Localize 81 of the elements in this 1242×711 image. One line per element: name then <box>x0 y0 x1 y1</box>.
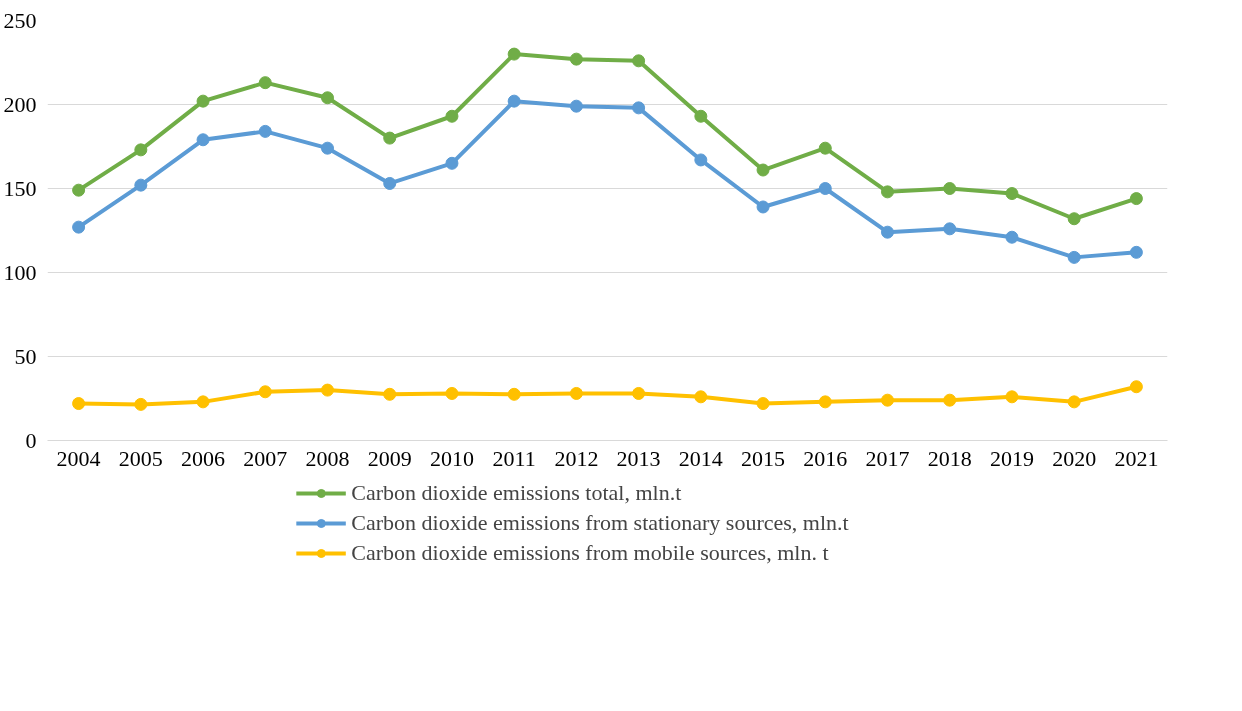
point <box>507 387 521 401</box>
point <box>1129 380 1143 394</box>
point <box>694 390 708 404</box>
point <box>694 153 708 167</box>
x-tick-label: 2019 <box>989 445 1034 471</box>
point <box>383 131 397 145</box>
x-tick-label: 2014 <box>678 445 723 471</box>
point <box>1005 390 1019 404</box>
point <box>196 395 210 409</box>
point <box>756 397 770 411</box>
y-tick-label: 200 <box>3 91 37 117</box>
x-tick-label: 2004 <box>56 445 101 471</box>
point <box>1067 212 1081 226</box>
point <box>383 387 397 401</box>
x-tick-label: 2009 <box>367 445 412 471</box>
x-tick-label: 2010 <box>429 445 474 471</box>
point <box>507 47 521 61</box>
point <box>1005 187 1019 201</box>
x-tick-label: 2013 <box>616 445 661 471</box>
point <box>72 220 86 234</box>
point <box>756 200 770 214</box>
x-tick-label: 2012 <box>554 445 599 471</box>
point <box>258 76 272 90</box>
point <box>134 397 148 411</box>
y-tick-label: 50 <box>14 343 37 369</box>
point <box>632 386 646 400</box>
point <box>1129 192 1143 206</box>
point <box>196 133 210 147</box>
point <box>383 176 397 190</box>
point <box>321 141 334 155</box>
point <box>881 185 894 199</box>
point <box>321 91 334 105</box>
point <box>1067 250 1081 264</box>
legend-label: Carbon dioxide emissions from mobile sources, mln. t <box>351 540 829 566</box>
point <box>569 99 583 113</box>
point <box>1005 230 1019 244</box>
point <box>881 225 894 239</box>
point <box>632 54 646 68</box>
point <box>445 156 459 170</box>
x-tick-label: 2015 <box>741 445 786 471</box>
x-tick-label: 2018 <box>927 445 972 471</box>
point <box>258 385 272 399</box>
x-tick-label: 2020 <box>1052 445 1097 471</box>
y-tick-label: 100 <box>3 259 37 285</box>
point <box>445 386 459 400</box>
point <box>756 163 770 177</box>
point <box>943 222 957 236</box>
x-tick-label: 2006 <box>181 445 226 471</box>
point <box>507 94 521 108</box>
y-tick-label: 0 <box>25 427 37 453</box>
point <box>694 109 708 123</box>
point <box>72 183 86 197</box>
point <box>1129 245 1143 259</box>
point <box>321 383 334 397</box>
point <box>881 393 894 407</box>
y-tick-label: 250 <box>3 7 37 33</box>
x-tick-label: 2005 <box>118 445 163 471</box>
x-tick-label: 2011 <box>492 445 536 471</box>
x-tick-label: 2021 <box>1114 445 1159 471</box>
point <box>258 124 272 138</box>
x-tick-label: 2017 <box>865 445 910 471</box>
point <box>818 141 832 155</box>
point <box>632 101 646 115</box>
point <box>569 386 583 400</box>
point <box>72 397 86 411</box>
point <box>445 109 459 123</box>
x-tick-label: 2008 <box>305 445 350 471</box>
y-tick-label: 150 <box>3 175 37 201</box>
point <box>818 395 832 409</box>
point <box>134 178 148 192</box>
legend-label: Carbon dioxide emissions from stationary sources, mln.t <box>351 510 849 536</box>
point <box>1067 395 1081 409</box>
point <box>569 52 583 66</box>
point <box>943 393 957 407</box>
legend-label: Carbon dioxide emissions total, mln.t <box>351 480 682 506</box>
point <box>943 182 957 195</box>
x-tick-label: 2016 <box>803 445 848 471</box>
point <box>134 143 148 157</box>
point <box>818 182 832 195</box>
point <box>196 94 210 108</box>
x-tick-label: 2007 <box>243 445 288 471</box>
